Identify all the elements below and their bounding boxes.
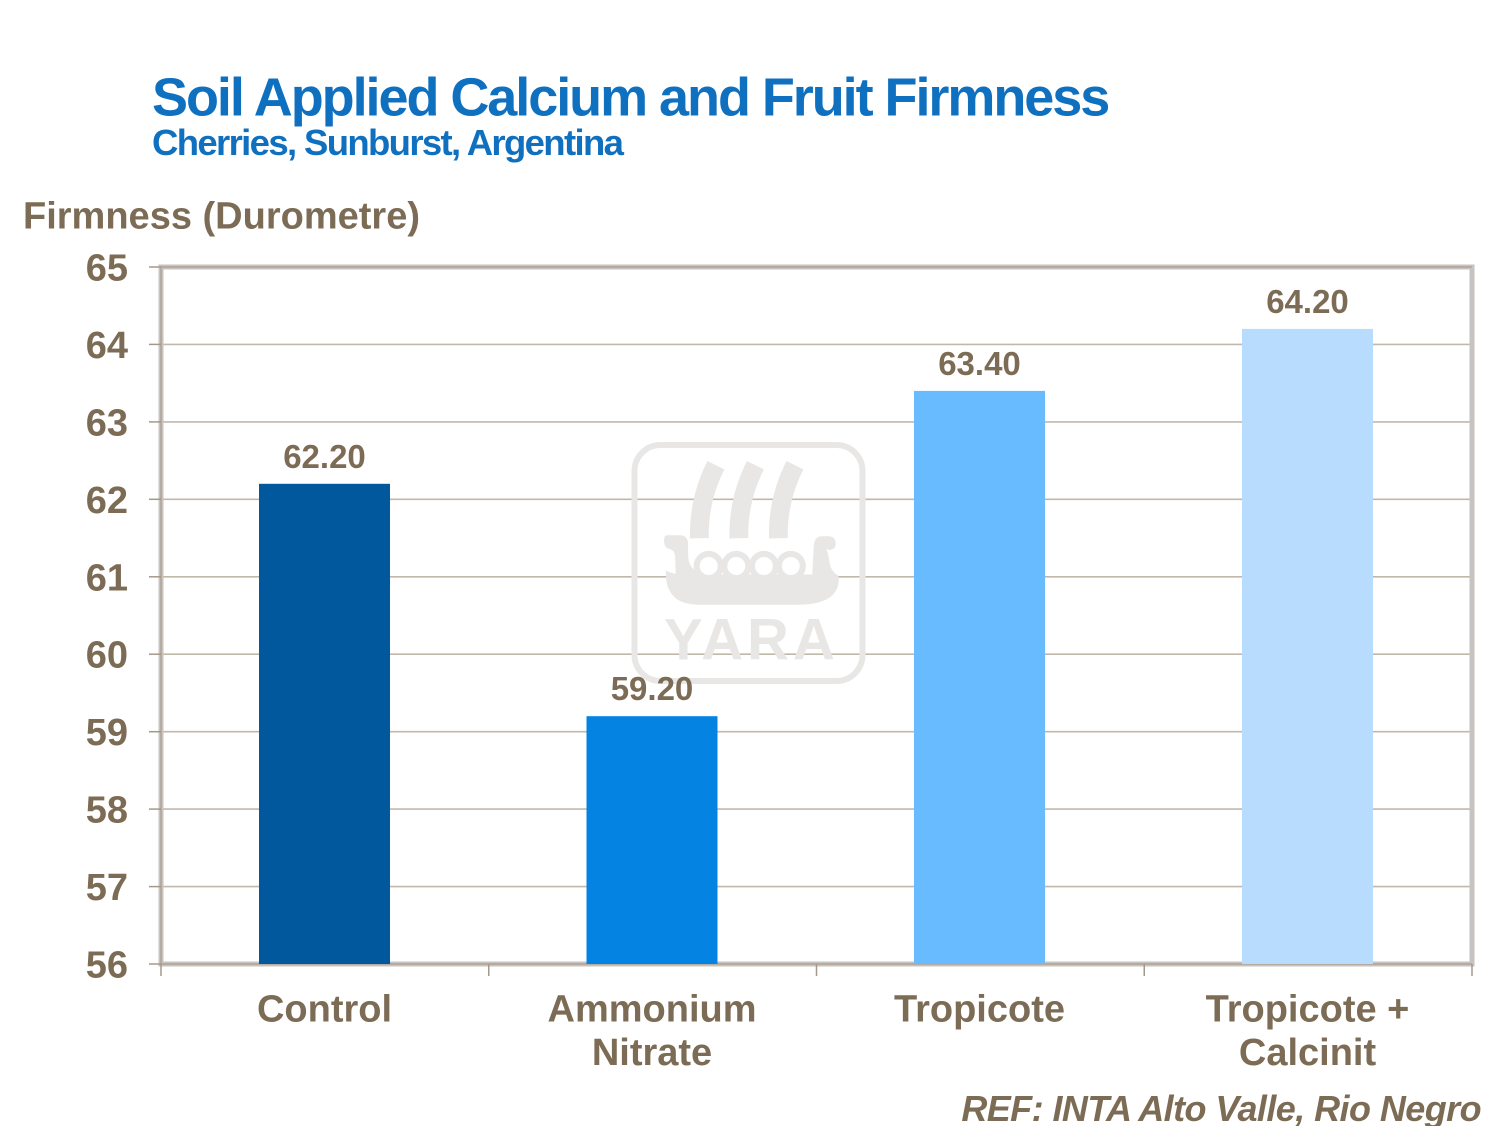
- svg-text:64.20: 64.20: [1266, 283, 1349, 320]
- svg-text:58: 58: [86, 790, 128, 832]
- svg-text:Firmness (Durometre): Firmness (Durometre): [23, 196, 420, 238]
- svg-text:65: 65: [86, 248, 128, 290]
- svg-text:59: 59: [86, 712, 128, 754]
- svg-text:REF: INTA Alto Valle, Rio Negr: REF: INTA Alto Valle, Rio Negro: [961, 1088, 1481, 1126]
- svg-text:62.20: 62.20: [283, 438, 366, 475]
- svg-text:56: 56: [86, 945, 128, 987]
- svg-text:63.40: 63.40: [938, 345, 1021, 382]
- svg-text:Tropicote +: Tropicote +: [1206, 989, 1410, 1031]
- svg-text:Control: Control: [257, 989, 392, 1031]
- svg-text:Nitrate: Nitrate: [592, 1032, 712, 1074]
- svg-text:Cherries, Sunburst, Argentina: Cherries, Sunburst, Argentina: [152, 122, 625, 163]
- svg-text:Soil Applied Calcium and Fruit: Soil Applied Calcium and Fruit Firmness: [152, 68, 1108, 128]
- svg-text:YARA: YARA: [664, 608, 839, 673]
- svg-text:59.20: 59.20: [611, 670, 694, 707]
- svg-text:64: 64: [86, 325, 128, 367]
- svg-text:Ammonium: Ammonium: [548, 989, 757, 1031]
- svg-text:57: 57: [86, 867, 128, 909]
- svg-text:60: 60: [86, 635, 128, 677]
- svg-text:62: 62: [86, 480, 128, 522]
- svg-text:Tropicote: Tropicote: [894, 989, 1065, 1031]
- svg-text:Calcinit: Calcinit: [1239, 1032, 1377, 1074]
- svg-text:61: 61: [86, 557, 128, 599]
- svg-text:63: 63: [86, 402, 128, 444]
